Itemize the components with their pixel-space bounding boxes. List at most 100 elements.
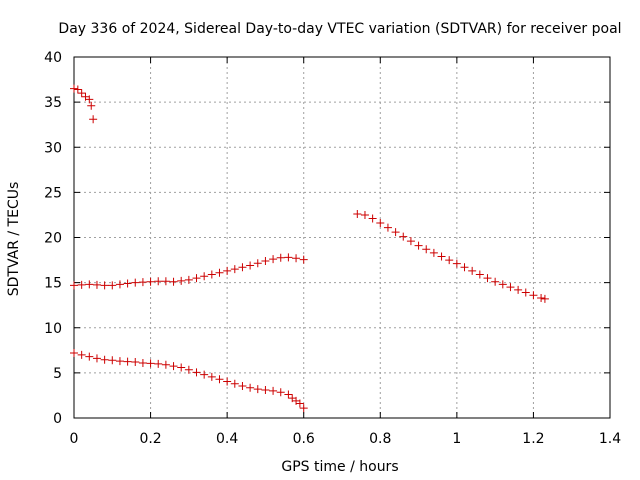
- data-point: [70, 84, 78, 93]
- data-point: [284, 253, 293, 262]
- y-tick-label: 40: [44, 50, 62, 66]
- data-point: [192, 274, 201, 283]
- data-point: [85, 95, 94, 104]
- data-point: [238, 263, 247, 272]
- data-point: [460, 263, 469, 272]
- data-point: [445, 256, 454, 265]
- data-point: [177, 276, 186, 285]
- x-tick-label: 1.4: [599, 431, 621, 447]
- data-point: [223, 266, 232, 275]
- data-point: [85, 352, 94, 361]
- data-point: [514, 285, 523, 294]
- data-point: [295, 399, 304, 408]
- data-point: [89, 115, 98, 124]
- data-point: [161, 360, 170, 369]
- x-axis-label: GPS time / hours: [281, 459, 398, 475]
- data-point: [215, 375, 224, 384]
- x-tick-label: 0.2: [139, 431, 161, 447]
- data-points: [70, 84, 549, 413]
- data-point: [468, 266, 477, 275]
- data-point: [100, 281, 109, 290]
- data-point: [437, 252, 446, 261]
- data-point: [146, 359, 155, 368]
- data-point: [521, 288, 530, 297]
- data-point: [123, 279, 132, 288]
- data-point: [230, 265, 239, 274]
- data-point: [506, 283, 515, 292]
- y-tick-label: 5: [53, 366, 62, 382]
- x-tick-label: 0: [70, 431, 79, 447]
- data-point: [276, 388, 285, 397]
- data-point: [429, 248, 438, 257]
- data-point: [73, 85, 82, 94]
- data-point: [498, 280, 507, 289]
- data-point: [414, 241, 423, 250]
- data-point: [537, 293, 546, 302]
- data-point: [383, 223, 392, 232]
- data-point: [269, 255, 278, 264]
- x-tick-label: 0.8: [369, 431, 391, 447]
- data-point: [115, 357, 124, 366]
- data-point: [246, 383, 255, 392]
- x-tick-label: 0.4: [216, 431, 238, 447]
- data-point: [161, 277, 170, 286]
- data-point: [123, 357, 132, 366]
- data-point: [422, 245, 431, 254]
- data-point: [292, 254, 301, 263]
- data-point: [491, 277, 500, 286]
- data-point: [131, 358, 140, 367]
- data-point: [399, 232, 408, 241]
- data-point: [92, 280, 101, 289]
- x-tick-label: 1.2: [522, 431, 544, 447]
- data-point: [299, 404, 308, 413]
- tick-layer: 0 0.2 0.4 0.6 0.8 1 1.2 1.4 0 5 10 15 20 25 30 35 40: [44, 50, 621, 447]
- data-point: [108, 281, 117, 290]
- data-point: [207, 270, 216, 279]
- data-point: [184, 275, 193, 284]
- data-point: [276, 253, 285, 262]
- data-point: [360, 210, 369, 219]
- data-point: [353, 210, 362, 219]
- data-point: [475, 270, 484, 279]
- data-point: [131, 278, 140, 287]
- data-point: [368, 214, 377, 223]
- data-point: [230, 379, 239, 388]
- data-point: [246, 261, 255, 270]
- data-point: [192, 368, 201, 377]
- data-point: [154, 277, 163, 286]
- y-tick-label: 25: [44, 185, 62, 201]
- chart-title: Day 336 of 2024, Sidereal Day-to-day VTE…: [58, 21, 621, 37]
- data-point: [100, 355, 109, 364]
- data-point: [261, 256, 270, 265]
- data-point: [138, 358, 147, 367]
- data-point: [85, 280, 94, 289]
- data-point: [177, 363, 186, 372]
- y-tick-label: 35: [44, 95, 62, 111]
- y-tick-label: 20: [44, 231, 62, 247]
- x-tick-label: 1: [452, 431, 461, 447]
- data-point: [376, 219, 385, 228]
- data-point: [215, 268, 224, 277]
- data-point: [108, 356, 117, 365]
- data-point: [529, 291, 538, 300]
- data-point: [269, 386, 278, 395]
- data-point: [184, 365, 193, 374]
- data-point: [299, 255, 308, 264]
- data-point: [540, 294, 549, 303]
- data-point: [146, 277, 155, 286]
- y-tick-label: 0: [53, 411, 62, 427]
- data-point: [391, 228, 400, 237]
- data-point: [92, 354, 101, 363]
- data-point: [87, 101, 96, 110]
- y-tick-label: 15: [44, 276, 62, 292]
- data-point: [169, 277, 178, 286]
- data-point: [200, 370, 209, 379]
- y-axis-label: SDTVAR / TECUs: [6, 182, 22, 297]
- y-tick-label: 30: [44, 140, 62, 156]
- data-point: [70, 349, 78, 358]
- grid-layer: [74, 57, 610, 418]
- data-point: [77, 280, 86, 289]
- data-point: [77, 89, 86, 98]
- data-point: [223, 377, 232, 386]
